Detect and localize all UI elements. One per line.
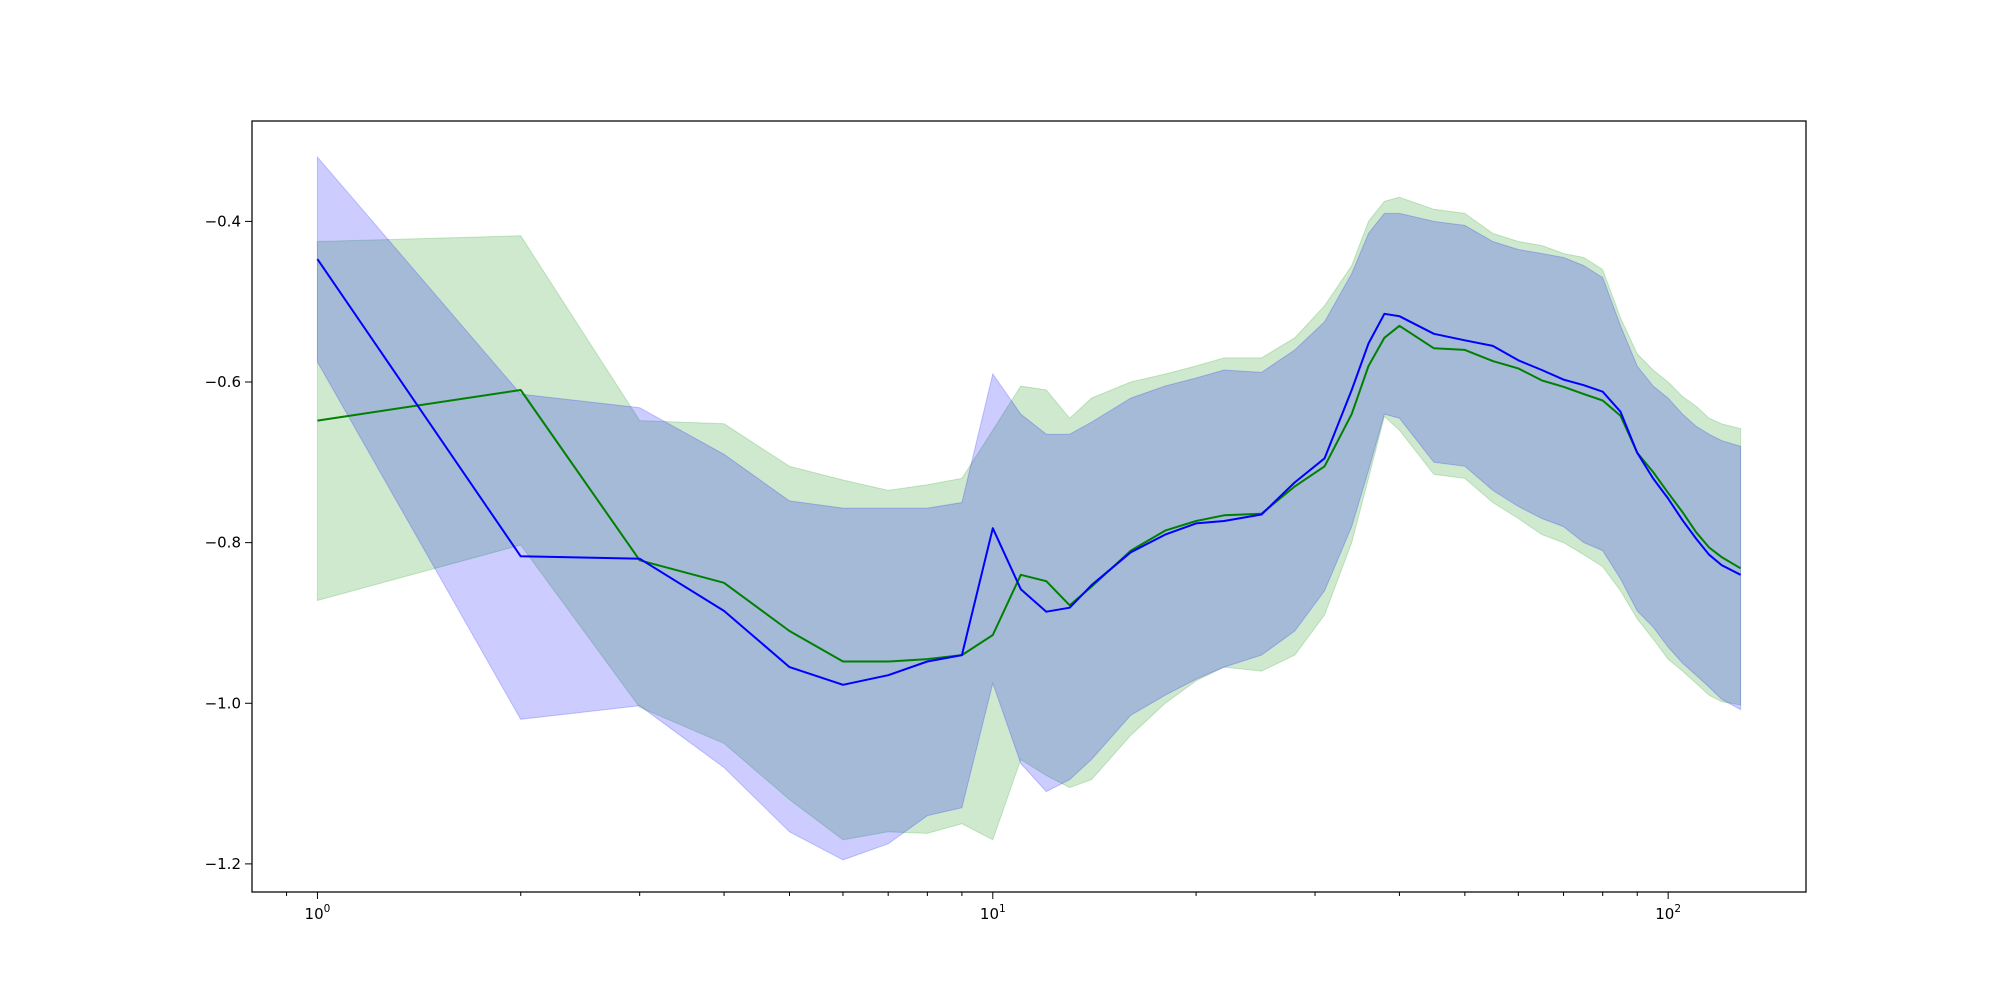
series-lines (316, 258, 1742, 686)
y-axis: −1.2 −1.0 −0.8 −0.6 −0.4 (205, 212, 252, 873)
confidence-bands (316, 155, 1742, 861)
confidence-band-1 (316, 196, 1742, 841)
confidence-band-2 (316, 155, 1742, 861)
y-tick-label: −0.6 (205, 373, 241, 391)
y-tick-label: −0.8 (205, 534, 241, 552)
x-tick-label: 102 (1655, 903, 1681, 923)
x-axis: 100 101 102 (286, 892, 1681, 923)
x-tick-label: 101 (980, 903, 1006, 923)
x-tick-label: 100 (305, 903, 331, 923)
y-tick-label: −0.4 (205, 212, 241, 230)
y-tick-label: −1.2 (205, 855, 241, 873)
series-line-2 (316, 258, 1742, 686)
y-tick-label: −1.0 (205, 694, 241, 712)
plot-area-frame (251, 120, 1807, 893)
